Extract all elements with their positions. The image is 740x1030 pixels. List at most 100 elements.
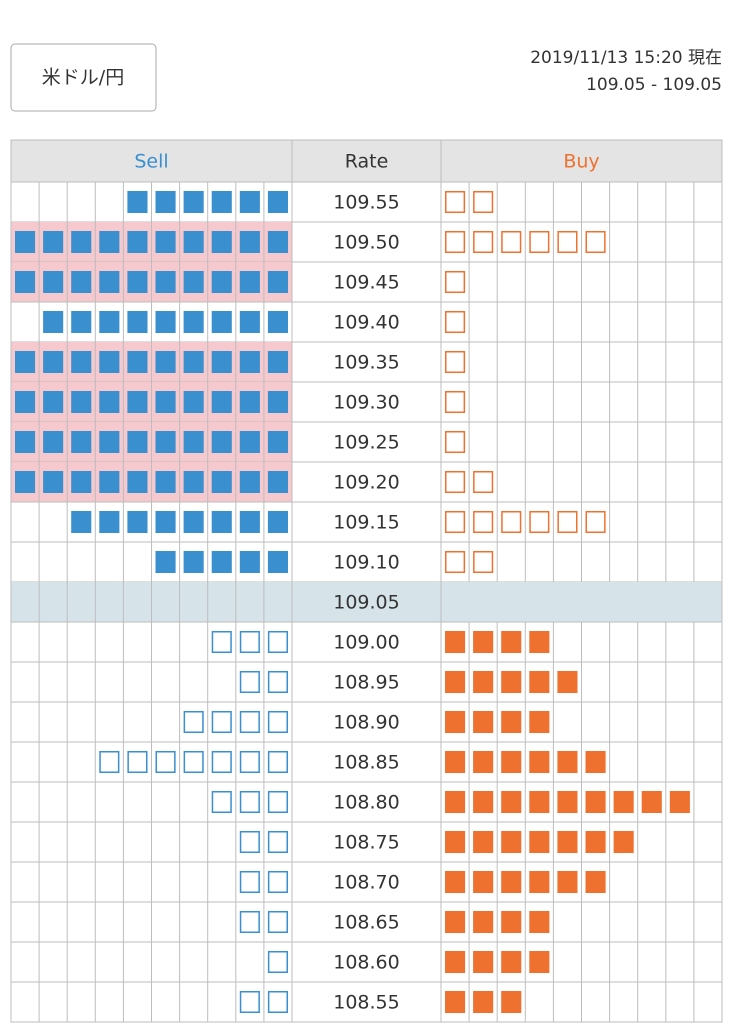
sell-square [183,191,204,213]
sell-square [211,191,232,213]
sell-square [43,311,64,333]
sell-square [239,231,260,253]
sell-square [211,431,232,453]
buy-square [585,511,606,533]
sell-square [267,751,288,773]
buy-square [445,951,466,973]
sell-square [183,431,204,453]
buy-square [473,951,494,973]
sell-square [267,671,288,693]
buy-square [585,791,606,813]
buy-square [473,871,494,893]
sell-square [183,231,204,253]
sell-square [155,351,176,373]
buy-bar [445,391,466,413]
sell-bar [239,911,288,933]
sell-square [267,991,288,1013]
sell-bar [15,351,288,373]
buy-square [529,831,550,853]
buy-square [501,711,522,733]
buy-bar [445,191,494,213]
rate: 109.45 [333,272,399,294]
sell-square [71,271,92,293]
buy-square [557,231,578,253]
sell-square [183,711,204,733]
buy-square [473,471,494,493]
sell-square [211,751,232,773]
buy-square [473,791,494,813]
rate: 109.20 [333,472,399,494]
rate: 109.50 [333,232,399,254]
sell-square [239,311,260,333]
rate: 108.75 [333,832,399,854]
sell-square [183,311,204,333]
sell-square [99,231,120,253]
sell-square [211,471,232,493]
sell-square [239,831,260,853]
pair-button[interactable] [10,43,157,112]
sell-square [267,391,288,413]
pair-button-label[interactable]: 米ドル/円 [42,67,124,89]
sell-square [127,471,148,493]
sell-square [71,471,92,493]
rate: 108.80 [333,792,399,814]
buy-square [501,951,522,973]
buy-square [445,791,466,813]
rate: 108.70 [333,872,399,894]
sell-square [211,551,232,573]
buy-square [473,511,494,533]
buy-square [445,431,466,453]
buy-square [445,911,466,933]
sell-square [267,351,288,373]
buy-square [473,831,494,853]
sell-square [127,271,148,293]
buy-square [529,231,550,253]
sell-square [267,831,288,853]
buy-square [585,831,606,853]
rate: 109.25 [333,432,399,454]
buy-square [501,791,522,813]
buy-square [445,231,466,253]
sell-bar [15,271,288,293]
sell-square [267,911,288,933]
sell-square [267,711,288,733]
rate: 109.35 [333,352,399,374]
buy-square [473,911,494,933]
sell-square [15,351,36,373]
sell-square [71,511,92,533]
column-header: Buy [563,151,599,173]
sell-square [267,951,288,973]
sell-bar [239,871,288,893]
buy-square [529,511,550,533]
sell-square [71,231,92,253]
sell-square [155,551,176,573]
sell-square [239,791,260,813]
sell-bar [43,311,288,333]
sell-bar [239,671,288,693]
sell-bar [15,431,288,453]
sell-bar [239,831,288,853]
sell-square [71,351,92,373]
sell-square [99,311,120,333]
buy-bar [445,671,578,693]
buy-square [585,871,606,893]
sell-bar [127,191,288,213]
sell-square [127,311,148,333]
sell-square [267,191,288,213]
sell-square [43,231,64,253]
buy-square [445,351,466,373]
sell-square [239,351,260,373]
sell-bar [211,791,288,813]
timestamp: 2019/11/13 15:20 現在 [530,48,722,68]
sell-square [99,391,120,413]
sell-square [267,231,288,253]
buy-square [585,751,606,773]
buy-square [445,311,466,333]
buy-bar [445,631,550,653]
sell-square [15,471,36,493]
buy-square [445,631,466,653]
sell-square [155,191,176,213]
sell-square [15,391,36,413]
sell-square [127,751,148,773]
buy-bar [445,751,606,773]
